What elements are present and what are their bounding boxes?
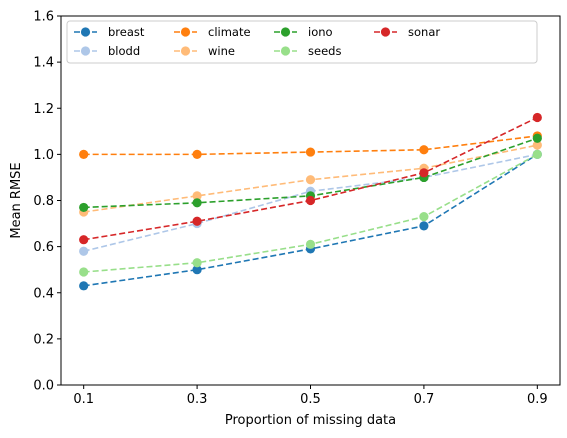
series-layer xyxy=(79,112,542,291)
data-point-iono xyxy=(79,202,89,213)
x-tick-label: 0.3 xyxy=(187,392,208,407)
data-point-seeds xyxy=(305,239,316,249)
legend-item-seeds: seeds xyxy=(274,44,341,58)
series-seeds xyxy=(79,149,542,277)
legend-item-wine: wine xyxy=(174,44,235,58)
series-climate xyxy=(79,131,542,159)
data-point-sonar xyxy=(305,195,316,206)
data-point-wine xyxy=(532,140,542,150)
legend-label: iono xyxy=(308,25,333,39)
data-point-seeds xyxy=(419,212,429,222)
data-point-sonar xyxy=(532,112,542,123)
legend-swatch-marker xyxy=(180,46,191,56)
data-point-seeds xyxy=(79,267,89,277)
y-tick-label: 1.0 xyxy=(33,148,54,163)
data-point-climate xyxy=(305,147,316,157)
data-point-sonar xyxy=(419,168,429,178)
y-axis-label: Mean RMSE xyxy=(9,162,24,238)
data-point-breast xyxy=(192,265,202,275)
y-tick-label: 0.4 xyxy=(33,286,54,301)
y-tick-label: 0.8 xyxy=(33,194,54,209)
x-tick-label: 0.5 xyxy=(300,392,321,407)
series-iono xyxy=(79,133,542,213)
legend-item-climate: climate xyxy=(174,25,251,39)
data-point-climate xyxy=(79,149,89,159)
legend-swatch-marker xyxy=(280,46,291,56)
data-point-iono xyxy=(192,198,202,208)
data-point-iono xyxy=(532,133,542,143)
legend-item-sonar: sonar xyxy=(374,25,440,39)
legend-label: breast xyxy=(108,25,145,39)
y-tick-label: 1.6 xyxy=(33,10,54,25)
legend-swatch-marker xyxy=(80,46,91,56)
data-point-seeds xyxy=(192,258,202,268)
x-tick-label: 0.1 xyxy=(73,392,94,407)
legend-label: wine xyxy=(208,44,235,58)
data-point-blodd xyxy=(79,246,89,256)
legend-label: sonar xyxy=(408,25,440,39)
legend-swatch-marker xyxy=(80,27,91,37)
y-tick-label: 0.6 xyxy=(33,240,54,255)
legend: breast blodd climate wine iono seeds sonar xyxy=(66,20,538,64)
data-point-sonar xyxy=(192,216,202,226)
legend-item-blodd: blodd xyxy=(74,44,140,58)
x-tick-label: 0.9 xyxy=(527,392,548,407)
legend-swatch-marker xyxy=(180,27,191,37)
data-point-seeds xyxy=(532,149,542,159)
x-tick-label: 0.7 xyxy=(414,392,435,407)
data-point-climate xyxy=(419,145,429,155)
data-point-wine xyxy=(192,191,202,201)
data-point-sonar xyxy=(79,235,89,245)
legend-swatch-marker xyxy=(280,27,291,37)
data-point-wine xyxy=(305,175,316,185)
legend-item-breast: breast xyxy=(74,25,145,39)
legend-item-iono: iono xyxy=(274,25,333,39)
x-axis-label: Proportion of missing data xyxy=(225,413,396,428)
y-tick-label: 0.2 xyxy=(33,332,54,347)
y-tick-label: 0.0 xyxy=(33,379,54,394)
data-point-breast xyxy=(79,281,89,291)
y-tick-label: 1.2 xyxy=(33,102,54,117)
series-sonar xyxy=(79,112,542,245)
axes-layer: 0.1 0.3 0.5 0.7 0.9 0.0 0.2 0.4 0.6 0.8 1.0 1.2 1.4 1… xyxy=(33,10,547,408)
data-point-climate xyxy=(192,149,202,159)
legend-label: climate xyxy=(208,25,251,39)
y-tick-label: 1.4 xyxy=(33,56,54,71)
legend-swatch-marker xyxy=(380,27,391,37)
legend-label: blodd xyxy=(108,44,140,58)
legend-label: seeds xyxy=(308,44,341,58)
data-point-breast xyxy=(419,221,429,231)
